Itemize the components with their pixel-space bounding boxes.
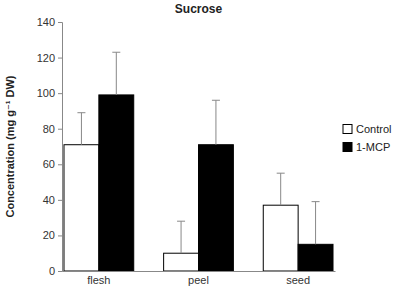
error-cap [112,52,120,53]
legend-swatch [343,143,352,152]
bar [298,244,333,271]
y-tick: 0 [49,265,62,277]
y-tick-mark [58,22,62,23]
error-stem [181,221,182,253]
error-cap [312,201,320,202]
error-stem [315,202,316,245]
x-tick: peel [188,271,209,286]
plot: 0 20 40 60 80 100 120 140 flesh peel seed [37,16,336,286]
y-tick: 20 [43,229,62,241]
y-axis-line [58,23,63,272]
x-tick-label: peel [188,274,209,286]
bar [99,95,134,271]
y-tick-mark [58,129,62,130]
y-axis-title: Concentration (mg g⁻¹ DW) [4,75,16,217]
y-tick-mark [58,58,62,59]
x-axis: flesh peel seed [63,271,336,286]
legend-item: 1-MCP [343,141,390,153]
y-tick-label: 40 [43,194,55,206]
y-tick-label: 80 [43,123,55,135]
y-axis: 0 20 40 60 80 100 120 140 [37,16,63,277]
bar [164,253,199,271]
y-tick-mark [58,93,62,94]
y-tick: 40 [43,194,62,206]
y-tick: 60 [43,158,62,170]
x-tick-label: flesh [87,274,110,286]
error-stem [215,100,216,144]
error-cap [177,221,185,222]
error-bar [277,173,285,205]
y-tick-label: 60 [43,158,55,170]
bar [64,145,99,271]
y-tick: 80 [43,123,62,135]
y-tick-label: 0 [49,265,55,277]
x-tick: seed [286,271,310,286]
y-tick-mark [58,271,62,272]
error-stem [81,113,82,145]
error-cap [277,173,285,174]
error-cap [212,100,220,101]
y-tick: 120 [37,52,62,64]
legend: Control 1-MCP [343,123,391,153]
error-bar [312,202,320,245]
error-bar [77,113,85,145]
x-tick-label: seed [286,274,310,286]
y-tick-label: 100 [37,87,55,99]
y-tick-mark [58,164,62,165]
y-tick-mark [58,200,62,201]
x-axis-line [63,271,336,272]
legend-label: Control [356,123,391,135]
y-tick-label: 20 [43,229,55,241]
y-tick-label: 140 [37,16,55,28]
error-stem [280,173,281,205]
bar [263,205,298,271]
y-tick-label: 120 [37,52,55,64]
series [99,52,333,271]
error-bar [112,52,120,95]
bars [64,52,333,271]
legend-swatch [343,125,352,134]
y-tick: 140 [37,16,62,28]
x-tick: flesh [87,271,110,286]
error-stem [116,52,117,95]
error-cap [77,112,85,113]
legend-item: Control [343,123,391,135]
y-tick: 100 [37,87,62,99]
title: Sucrose [175,2,223,16]
legend-label: 1-MCP [356,141,390,153]
chart: 0 20 40 60 80 100 120 140 flesh peel seed Sucrose Co… [0,0,411,289]
y-tick-mark [58,235,62,236]
error-bar [212,100,220,144]
error-bar [177,221,185,253]
bar [199,145,234,271]
